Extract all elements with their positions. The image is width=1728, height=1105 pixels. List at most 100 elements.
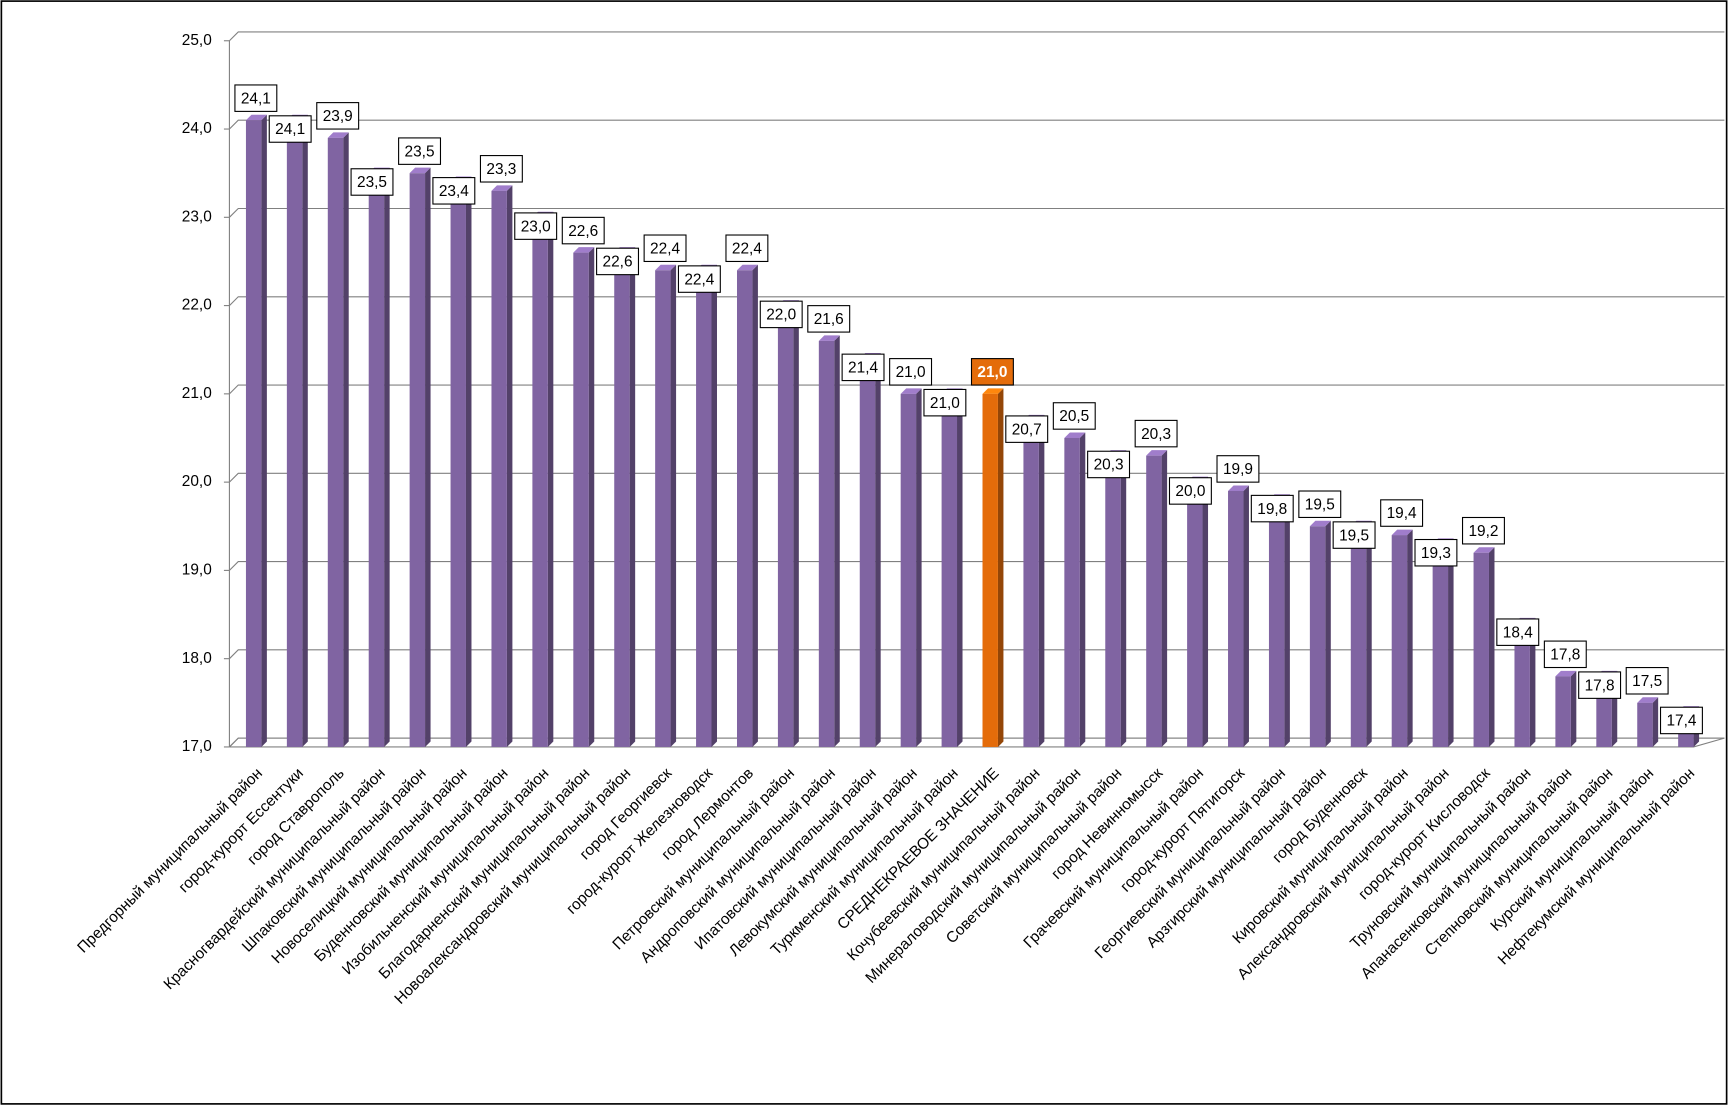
y-tick-label: 22,0 [182, 297, 212, 314]
value-label: 20,0 [1175, 483, 1205, 500]
value-label-box [514, 212, 558, 240]
value-label: 22,4 [684, 271, 714, 288]
value-label: 22,0 [766, 307, 796, 324]
bar [900, 393, 917, 747]
value-label: 17,4 [1666, 713, 1696, 730]
bar-side [1570, 670, 1577, 747]
value-label: 22,6 [603, 254, 633, 271]
bar [491, 190, 507, 747]
value-label: 19,4 [1387, 505, 1417, 522]
bar [573, 252, 589, 747]
bar [1637, 702, 1653, 747]
bar-side [834, 335, 840, 747]
bar-side [425, 167, 431, 747]
bar-side [1284, 494, 1290, 747]
grid-line [229, 384, 1725, 395]
value-label-box [561, 216, 605, 245]
bar [1350, 526, 1367, 747]
bar-side [916, 388, 922, 747]
bar-side [875, 353, 881, 747]
value-label-box [1250, 494, 1294, 523]
bar-top [573, 247, 595, 253]
bar [655, 270, 671, 747]
value-label: 23,3 [486, 161, 516, 178]
value-label-box [1134, 419, 1178, 448]
y-tick-label: 17,0 [182, 738, 212, 755]
value-label: 17,5 [1632, 673, 1662, 690]
bar-top [1637, 697, 1659, 703]
value-label-box [432, 177, 476, 205]
value-label: 23,9 [323, 108, 353, 125]
bar-side [261, 114, 267, 747]
value-label-box [970, 358, 1014, 386]
grid-line [229, 296, 1725, 306]
bar [1555, 676, 1571, 747]
value-label-box [398, 137, 442, 165]
bar [286, 120, 303, 747]
value-label-box [1052, 402, 1096, 430]
value-label: 23,5 [405, 143, 435, 160]
bar-side [1407, 529, 1413, 747]
floor [229, 737, 1725, 748]
y-tick-label: 24,0 [182, 120, 212, 137]
bar-side [1243, 485, 1249, 747]
bar-top [327, 132, 349, 138]
value-label-box [1168, 477, 1212, 505]
bar-top [1473, 547, 1495, 553]
value-label: 19,5 [1339, 527, 1369, 544]
bar [1064, 437, 1080, 747]
bar-top [1064, 432, 1086, 438]
bar-side [957, 388, 963, 747]
bar-top [982, 388, 1004, 394]
value-label: 21,4 [848, 360, 878, 377]
value-label: 20,5 [1059, 408, 1089, 425]
value-label-box [1461, 516, 1505, 545]
value-label: 20,7 [1012, 421, 1042, 438]
bar-top [1146, 450, 1168, 456]
value-label-box [479, 155, 523, 183]
bar [1473, 552, 1489, 747]
bar-side [1202, 476, 1209, 747]
bar-side [1079, 432, 1086, 747]
bar [245, 120, 262, 747]
bar [327, 137, 344, 747]
y-tick-label: 23,0 [182, 208, 212, 225]
bar-side [1529, 617, 1536, 747]
value-label: 17,8 [1585, 677, 1615, 694]
bar-side [1366, 520, 1372, 747]
bar-top [491, 185, 513, 191]
bar-side [465, 176, 472, 747]
value-label-box [1625, 667, 1669, 695]
value-label: 20,3 [1094, 457, 1124, 474]
bar-side [711, 264, 718, 747]
bar [859, 358, 876, 747]
bar-side [1038, 414, 1045, 747]
value-label: 24,1 [275, 121, 305, 138]
grid-line [229, 119, 1725, 130]
value-label-box [1216, 455, 1260, 483]
value-label-box [807, 305, 851, 333]
bar-side [1652, 697, 1659, 747]
bar-side [670, 264, 677, 747]
bar-top [1309, 520, 1331, 527]
value-label-box [1496, 618, 1540, 646]
grid-line [229, 31, 1725, 42]
value-label: 22,4 [732, 240, 762, 257]
value-label: 22,6 [568, 223, 598, 240]
bar [696, 270, 712, 747]
bar-side [1325, 520, 1331, 747]
bar-top [818, 335, 840, 341]
bar-top [245, 114, 267, 121]
bar-side [506, 185, 513, 747]
bar-side [793, 300, 799, 747]
value-label-box [1005, 415, 1049, 443]
bar [532, 217, 548, 747]
value-label-box [841, 353, 885, 382]
grid-line [229, 207, 1725, 218]
bar [1105, 455, 1121, 747]
bar [982, 393, 998, 747]
value-label-box [234, 84, 278, 112]
y-tick-label: 25,0 [182, 32, 212, 49]
bar-side [1488, 547, 1495, 747]
value-label-box [268, 115, 312, 143]
